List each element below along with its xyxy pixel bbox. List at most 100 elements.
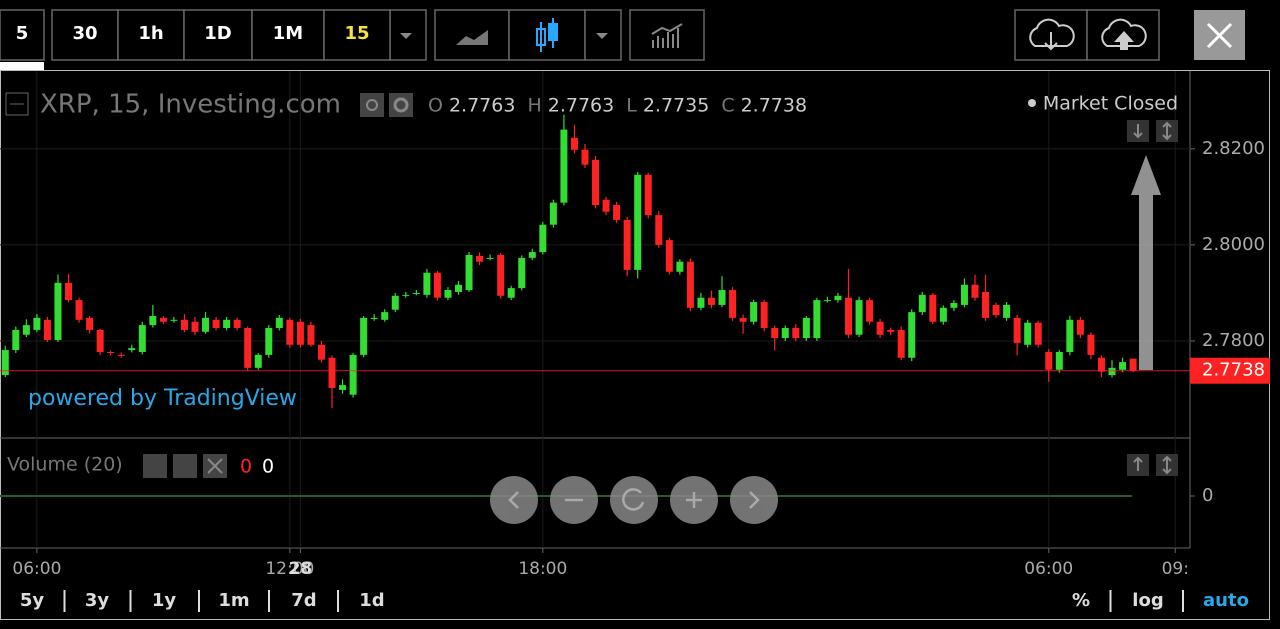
candle-body	[1055, 351, 1063, 370]
candle-body	[802, 317, 810, 339]
candle-body	[528, 252, 536, 258]
candle-body	[718, 290, 726, 305]
candle-body	[1097, 357, 1105, 372]
visibility-button[interactable]	[360, 93, 384, 117]
candle-body	[1076, 319, 1084, 335]
scroll-left-button[interactable]	[490, 476, 538, 524]
ohlc-value: 2.7735	[643, 95, 709, 117]
interval-button[interactable]	[117, 9, 185, 61]
candle-body	[265, 327, 273, 355]
candle-body	[1003, 304, 1011, 318]
candle-body	[202, 317, 210, 332]
watermark: powered by TradingView	[28, 386, 297, 411]
candle-body	[117, 354, 125, 356]
interval-button[interactable]	[183, 9, 253, 61]
volume-settings-button[interactable]	[173, 454, 197, 478]
candle-body	[423, 272, 431, 295]
volume-value: 0	[240, 456, 252, 478]
candle-body	[317, 344, 325, 360]
maximize-icon	[1162, 455, 1172, 475]
x-tick-label: 18:00	[518, 559, 567, 579]
settings-button[interactable]	[389, 93, 413, 117]
close-icon	[1206, 22, 1233, 49]
upload-arrow	[1114, 31, 1134, 50]
remove-icon	[207, 458, 223, 474]
candle-body	[844, 297, 852, 335]
scale-option[interactable]: auto	[1203, 590, 1249, 611]
y-tick-label: 2.8200	[1202, 138, 1265, 159]
scroll-right-button[interactable]	[730, 476, 778, 524]
candle-body	[655, 215, 663, 245]
candle-body	[65, 282, 73, 301]
candle-body	[1108, 367, 1116, 376]
chart-frame	[0, 70, 1270, 620]
scale-option[interactable]: %	[1072, 590, 1090, 611]
candle-body	[54, 282, 62, 340]
candle-body	[644, 174, 652, 216]
candle-body	[813, 300, 821, 339]
candle-body	[549, 202, 557, 225]
candle-body	[823, 300, 831, 302]
candle-body	[212, 319, 220, 328]
candle-body	[349, 354, 357, 395]
interval-button[interactable]	[51, 9, 119, 61]
candle-body	[96, 329, 104, 352]
candle-body	[128, 348, 136, 351]
candle-chart-button[interactable]	[508, 9, 586, 61]
gear-icon	[393, 97, 409, 113]
range-button[interactable]: 3y	[85, 590, 110, 611]
x-tick-label: 06:00	[12, 559, 61, 579]
candle-body	[170, 319, 178, 321]
candle-body	[518, 257, 526, 289]
candle-body	[149, 315, 157, 326]
candle-body	[760, 302, 768, 328]
candle-body	[929, 294, 937, 322]
candle-body	[876, 321, 884, 335]
volume-visibility-button[interactable]	[143, 454, 167, 478]
range-button[interactable]: 1y	[152, 590, 177, 611]
x-tick-label: 06:00	[1024, 559, 1073, 579]
collapse-button[interactable]	[5, 92, 29, 116]
range-button[interactable]: 5y	[20, 590, 45, 611]
interval-button[interactable]	[251, 9, 325, 61]
candle-body	[592, 159, 600, 206]
candle-body	[1034, 322, 1042, 345]
interval-button[interactable]	[323, 9, 391, 61]
range-button[interactable]: 1m	[218, 590, 249, 611]
range-button[interactable]: 1d	[359, 590, 384, 611]
candle-body	[634, 174, 642, 270]
download-icon	[1029, 18, 1075, 51]
candle-body	[339, 385, 347, 390]
candle-body	[107, 351, 115, 353]
candle-body	[433, 272, 441, 298]
candles: 2.7738	[0, 114, 1270, 409]
x-tick-label: 28	[289, 559, 313, 579]
candle-body	[296, 321, 304, 345]
line-chart-button[interactable]	[434, 9, 510, 61]
candle-body	[623, 219, 631, 270]
volume-title: Volume (20)	[7, 454, 123, 476]
candle-body	[138, 325, 146, 352]
eye-icon	[366, 99, 378, 111]
ohlc-legend: O 2.7763 H 2.7763 L 2.7735 C 2.7738	[428, 95, 807, 117]
candle-body	[159, 317, 167, 322]
range-button[interactable]: 7d	[291, 590, 316, 611]
volume-value: 0	[262, 456, 274, 478]
navigation-icons	[508, 488, 760, 511]
up-icon	[1133, 456, 1143, 471]
reset-button[interactable]	[610, 476, 658, 524]
candle-body	[887, 329, 895, 332]
scale-option[interactable]: log	[1132, 590, 1163, 611]
interval-label: 1D	[204, 23, 231, 44]
candle-body	[1, 350, 9, 376]
toolbar: 5 30 1h 1D 1M 15	[0, 9, 1245, 61]
interval-button[interactable]	[0, 9, 45, 61]
x-tick-label: 12:00	[265, 559, 314, 579]
candle-icon	[536, 18, 558, 52]
candle-body	[180, 319, 188, 330]
interval-label: 1M	[273, 23, 303, 44]
maximize-icon	[1162, 121, 1172, 141]
candle-body	[275, 317, 283, 328]
ohlc-value: 2.7763	[548, 95, 614, 117]
candle-body	[328, 357, 336, 389]
